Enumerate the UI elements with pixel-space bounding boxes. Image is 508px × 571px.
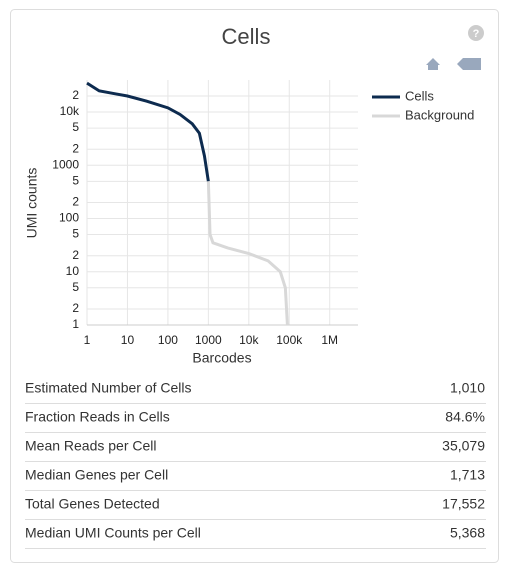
card-border [10, 9, 499, 563]
y-tick-label: 10 [66, 264, 80, 278]
row-value: 17,552 [442, 496, 485, 512]
x-tick-label: 10k [239, 333, 259, 347]
x-axis-label: Barcodes [192, 350, 251, 366]
row-value: 5,368 [450, 525, 485, 541]
help-icon[interactable]: ? [468, 25, 484, 41]
series-line [86, 81, 210, 182]
row-label: Fraction Reads in Cells [25, 409, 170, 425]
y-tick-label: 100 [59, 211, 79, 225]
y-tick-label: 5 [72, 227, 79, 241]
plot: 1 2 5 10 2 5 100 2 5 1000 2 5 10k 2 1 10 100 1000 10k 100k 1… [52, 80, 474, 347]
row-label: Median UMI Counts per Cell [25, 525, 201, 541]
row-label: Total Genes Detected [25, 496, 160, 512]
row-label: Mean Reads per Cell [25, 438, 157, 454]
y-tick-label: 2 [72, 141, 79, 155]
x-tick-label: 1 [84, 333, 91, 347]
y-tick-label: 2 [72, 301, 79, 315]
y-tick-label: 2 [72, 195, 79, 209]
row-value: 1,713 [450, 467, 485, 483]
y-tick-label: 5 [72, 280, 79, 294]
y-tick-label: 2 [72, 88, 79, 102]
row-label: Estimated Number of Cells [25, 380, 192, 396]
y-tick-label: 10k [60, 104, 80, 118]
legend-label: Cells [405, 88, 434, 103]
back-icon[interactable] [457, 58, 481, 70]
card-title: Cells [222, 24, 271, 49]
x-tick-label: 100 [158, 333, 178, 347]
x-tick-label: 10 [121, 333, 135, 347]
home-icon[interactable] [426, 58, 440, 70]
summary-table: Estimated Number of Cells 1,010 Fraction R… [25, 380, 486, 549]
row-label: Median Genes per Cell [25, 467, 168, 483]
y-tick-label: 2 [72, 248, 79, 262]
legend-label: Background [405, 107, 474, 122]
row-value: 84.6% [445, 409, 485, 425]
x-tick-label: 1000 [195, 333, 222, 347]
svg-text:?: ? [473, 28, 480, 40]
y-tick-label: 5 [72, 173, 79, 187]
row-value: 1,010 [450, 380, 485, 396]
y-tick-label: 1 [72, 317, 79, 331]
row-value: 35,079 [442, 438, 485, 454]
y-tick-label: 5 [72, 120, 79, 134]
x-tick-label: 100k [276, 333, 303, 347]
y-axis-label: UMI counts [24, 168, 40, 239]
x-tick-label: 1M [321, 333, 338, 347]
series-line [206, 181, 289, 326]
y-tick-label: 1000 [52, 157, 79, 171]
